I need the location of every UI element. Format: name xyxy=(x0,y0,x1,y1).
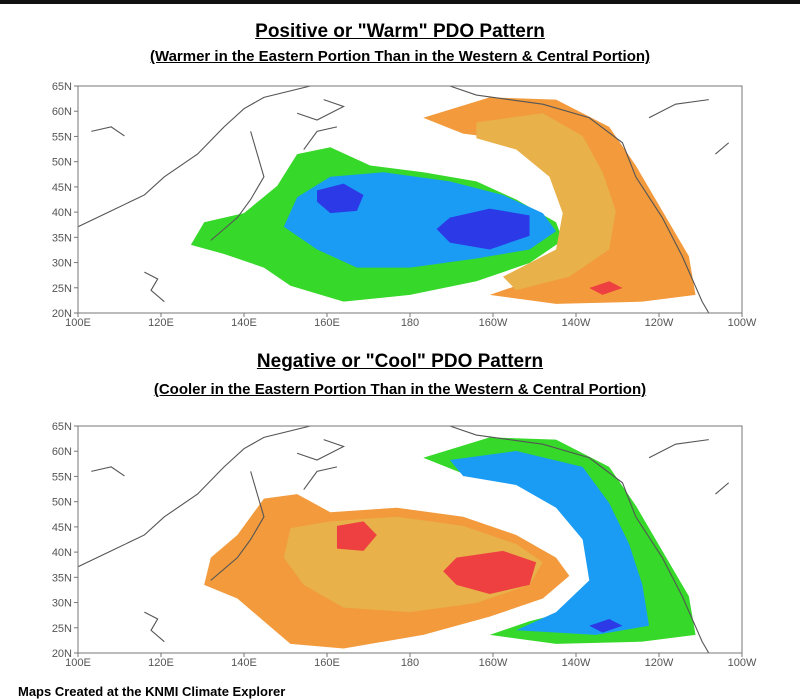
cool-lat-label: 20N xyxy=(52,648,72,660)
warm-coastline-4 xyxy=(144,272,164,302)
cool-coastline-3 xyxy=(297,440,343,460)
warm-lat-label: 40N xyxy=(52,207,72,219)
cool-lon-label: 140W xyxy=(562,657,591,669)
warm-map-title: Positive or "Warm" PDO Pattern xyxy=(255,21,545,42)
warm-lat-label: 50N xyxy=(52,157,72,169)
warm-pdo-map: 65N 60N 55N 50N 45N 40N 35N 30N 25N 20N 100E 120E 14… xyxy=(0,70,800,332)
cool-coastline-5 xyxy=(91,467,124,476)
cool-lon-label: 160W xyxy=(479,657,508,669)
cool-lat-label: 55N xyxy=(52,471,72,483)
cool-lat-label: 50N xyxy=(52,497,72,509)
cool-pdo-map: 65N 60N 55N 50N 45N 40N 35N 30N 25N 20N 100E 120E 14… xyxy=(0,410,800,672)
warm-lon-label: 100W xyxy=(728,317,757,329)
warm-coastline-9 xyxy=(304,127,337,150)
cool-lon-label: 100W xyxy=(728,657,757,669)
warm-lat-label: 30N xyxy=(52,258,72,270)
warm-lat-label: 65N xyxy=(52,81,72,93)
warm-lat-label: 35N xyxy=(52,232,72,244)
warm-anomaly-region-6 xyxy=(476,113,616,291)
warm-lon-label: 160W xyxy=(479,317,508,329)
cool-lon-label: 120W xyxy=(645,657,674,669)
warm-anomaly-region-4 xyxy=(317,183,364,214)
cool-lat-label: 45N xyxy=(52,522,72,534)
cool-lon-label: 160E xyxy=(314,657,340,669)
cool-lat-label: 30N xyxy=(52,598,72,610)
cool-anomaly-region-7 xyxy=(589,618,623,633)
cool-lat-label: 60N xyxy=(52,446,72,458)
cool-map-subtitle: (Cooler in the Eastern Portion Than in t… xyxy=(153,381,647,398)
cool-lon-label: 180 xyxy=(401,657,419,669)
cool-coastline-2 xyxy=(211,471,264,580)
warm-coastline-3 xyxy=(297,100,343,120)
cool-coastline-7 xyxy=(649,440,709,458)
warm-lat-label: 55N xyxy=(52,131,72,143)
warm-lon-label: 140E xyxy=(231,317,257,329)
footer-credit: Maps Created at the KNMI Climate Explore… xyxy=(18,684,286,699)
cool-lat-label: 65N xyxy=(52,421,72,433)
warm-lat-label: 20N xyxy=(52,308,72,320)
warm-anomaly-region-5 xyxy=(423,97,696,304)
warm-lon-label: 160E xyxy=(314,317,340,329)
cool-coastline-4 xyxy=(144,612,164,642)
cool-lon-label: 100E xyxy=(65,657,91,669)
top-border xyxy=(0,0,800,4)
warm-coastline-8 xyxy=(715,143,728,154)
cool-coastline-6 xyxy=(450,426,709,653)
cool-coastline-1 xyxy=(78,426,310,567)
warm-lat-label: 45N xyxy=(52,182,72,194)
warm-lon-label: 120W xyxy=(645,317,674,329)
warm-coastline-1 xyxy=(78,86,310,227)
cool-lon-label: 140E xyxy=(231,657,257,669)
cool-anomaly-region-6 xyxy=(449,450,650,635)
warm-lat-label: 25N xyxy=(52,283,72,295)
cool-lat-label: 35N xyxy=(52,572,72,584)
warm-anomaly-region-7 xyxy=(589,281,623,295)
warm-coastline-6 xyxy=(450,86,709,313)
cool-coastline-9 xyxy=(304,467,337,490)
cool-anomaly-region-3 xyxy=(443,550,537,594)
warm-map-subtitle: (Warmer in the Eastern Portion Than in t… xyxy=(149,48,651,65)
warm-coastline-7 xyxy=(649,100,709,118)
warm-anomaly-region-3 xyxy=(436,208,530,250)
warm-lon-label: 120E xyxy=(148,317,174,329)
cool-lon-label: 120E xyxy=(148,657,174,669)
cool-lat-label: 25N xyxy=(52,623,72,635)
warm-coastline-5 xyxy=(91,127,124,136)
cool-coastline-8 xyxy=(715,483,728,494)
cool-lat-label: 40N xyxy=(52,547,72,559)
warm-lon-label: 100E xyxy=(65,317,91,329)
warm-lon-label: 180 xyxy=(401,317,419,329)
warm-lat-label: 60N xyxy=(52,106,72,118)
warm-lon-label: 140W xyxy=(562,317,591,329)
warm-coastline-2 xyxy=(211,131,264,240)
cool-anomaly-region-4 xyxy=(336,521,377,551)
cool-map-title: Negative or "Cool" PDO Pattern xyxy=(256,351,544,372)
